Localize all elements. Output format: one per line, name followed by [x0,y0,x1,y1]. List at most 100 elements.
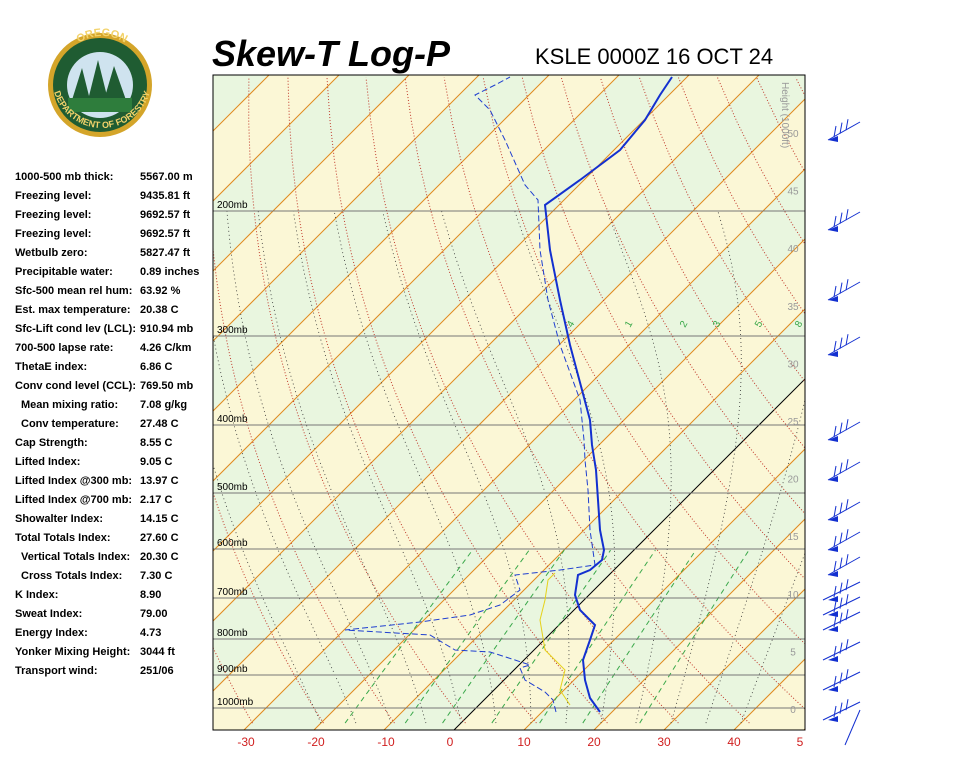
isotherm [213,75,550,412]
dry-adiabat [835,78,960,724]
height-label: 35 [787,302,799,313]
isotherm [874,75,960,730]
barb-flag [845,334,849,346]
barb-flag [839,672,843,684]
logo: OREGON DEPARTMENT OF FORESTRY [48,27,152,137]
barb-flag [833,285,837,298]
mixing-ratio-line [491,549,611,724]
stat-label: Showalter Index: [15,513,103,525]
height-label: 10 [787,590,799,601]
stat-value: 9692.57 ft [140,209,190,221]
barb-flag [833,645,837,658]
barb-flag [845,419,849,431]
wind-barb [827,459,861,482]
moist-adiabat [213,463,322,724]
barb-flag [839,702,843,714]
pressure-label: 400mb [217,414,248,425]
stat-label: ThetaE index: [15,361,87,373]
wind-barb [822,699,861,722]
wind-barb [822,609,861,632]
temp-label: 20 [587,735,601,749]
moist-adiabat [382,210,532,724]
barb-head [828,716,838,722]
pressure-label: 600mb [217,538,248,549]
moist-adiabat [441,210,570,724]
mixing-label: 1 [623,319,636,330]
barb-flag [845,279,849,291]
dry-adiabat [913,78,960,724]
isotherm [213,75,340,202]
barb-flag [839,532,843,544]
wind-barb [822,669,861,692]
height-label: 30 [787,359,799,370]
overlay: 200mb 300mb 400mb 500mb 600mb 700mb 800mb 900mb… [217,82,806,749]
dewpoint-trace [344,76,596,713]
pressure-label: 200mb [217,200,248,211]
barb-staff [827,281,861,301]
isotherm [593,518,805,730]
isotherm [243,168,805,730]
temp-label: 40 [727,735,741,749]
barb-flag [845,459,849,471]
stat-value: 5827.47 ft [140,247,190,259]
barb-flag [845,209,849,221]
barb-flag [839,582,843,594]
stat-value: 4.26 C/km [140,342,192,354]
barb-base [844,709,861,746]
barb-head [828,351,838,357]
dry-adiabat [952,78,960,724]
temp-label: 0 [447,735,454,749]
barb-flag [839,422,843,434]
barb-flag [845,609,849,621]
barb-flag [833,705,837,718]
mixing-ratio-line [442,549,565,724]
barb-flag [839,337,843,349]
barb-head [828,656,838,662]
height-label: 15 [787,532,799,543]
stat-value: 27.60 C [140,532,179,544]
barb-staff [822,596,861,616]
pressure-label: 700mb [217,587,248,598]
moist-adiabat [213,331,357,724]
stat-label: Lifted Index @300 mb: [15,475,132,487]
barb-flag [833,560,837,573]
mixing-ratio-line [582,549,697,724]
barb-staff [822,671,861,691]
barb-head [828,476,838,482]
stat-label: Sweat Index: [15,608,82,620]
barb-head [828,226,838,232]
barb-head [828,296,838,302]
barb-head [828,546,838,552]
height-label: 0 [790,705,796,716]
dry-adiabat [248,77,466,724]
isotherm-band [213,99,805,730]
pressure-label: 500mb [217,482,248,493]
isotherm [803,728,805,730]
stat-value: 27.48 C [140,418,179,430]
height-label: 25 [787,417,799,428]
barb-flag [833,465,837,478]
barb-flag [839,122,843,134]
stat-value: 7.30 C [140,570,172,582]
barb-head [828,596,838,602]
barb-head [828,611,838,617]
isotherm-band [213,75,805,691]
wind-barb [827,499,861,522]
isotherm [213,75,620,482]
height-axis-title: Height (1000ft) [779,82,790,148]
stat-value: 3044 ft [140,646,175,658]
temp-label: -30 [237,735,255,749]
temp-label: 10 [517,735,531,749]
barb-flag [845,499,849,511]
barb-flag [839,642,843,654]
barb-flag [839,212,843,224]
wind-barb [827,209,861,232]
stat-value: 4.73 [140,627,161,639]
dry-adiabat [482,77,805,645]
isotherm [213,75,410,272]
barb-flag [845,529,849,541]
pressure-label: 800mb [217,628,248,639]
dry-adiabat [795,77,805,97]
isotherm-band [804,729,805,730]
isotherm [213,75,690,552]
